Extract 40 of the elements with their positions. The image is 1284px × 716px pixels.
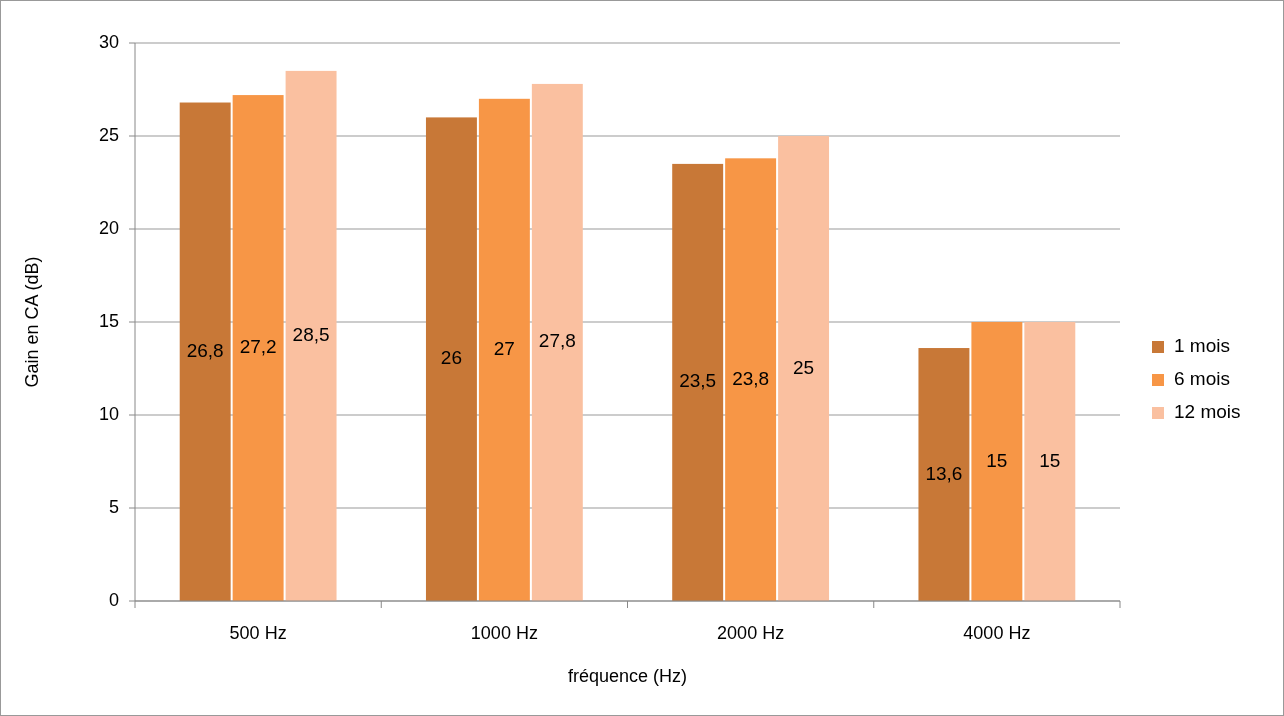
x-axis-title: fréquence (Hz) <box>567 666 688 686</box>
bar <box>725 158 777 601</box>
data-label: 25 <box>793 356 815 378</box>
x-tick-label: 1000 Hz <box>470 623 538 643</box>
y-tick-label: 15 <box>98 310 119 331</box>
bar <box>285 70 337 601</box>
bar <box>478 98 530 601</box>
y-tick-label: 10 <box>98 403 119 424</box>
bar <box>918 348 970 601</box>
data-label: 28,5 <box>292 323 330 345</box>
data-label: 27 <box>493 337 515 359</box>
legend-label: 6 mois <box>1174 368 1230 390</box>
legend-label: 1 mois <box>1174 335 1230 357</box>
bar <box>232 95 284 601</box>
y-tick-label: 25 <box>98 124 119 145</box>
y-tick-label: 0 <box>108 589 119 610</box>
bar <box>672 163 724 601</box>
y-tick-label: 30 <box>98 31 119 52</box>
x-tick-label: 2000 Hz <box>717 623 785 643</box>
data-label: 13,6 <box>925 462 963 484</box>
y-tick-label: 5 <box>108 496 119 517</box>
data-label: 27,2 <box>239 336 277 358</box>
bar <box>531 83 583 601</box>
data-label: 26 <box>440 347 462 369</box>
bar <box>179 102 231 601</box>
bar <box>425 117 477 601</box>
y-tick-label: 20 <box>98 217 119 238</box>
bar <box>1024 322 1076 601</box>
bar <box>778 136 830 601</box>
data-label: 26,8 <box>186 339 224 361</box>
data-label: 23,8 <box>732 367 770 389</box>
data-label: 15 <box>1039 449 1061 471</box>
y-axis-title: Gain en CA (dB) <box>22 256 42 388</box>
data-label: 23,5 <box>679 370 717 392</box>
data-label: 27,8 <box>538 330 576 352</box>
data-label: 15 <box>986 449 1008 471</box>
x-tick-label: 4000 Hz <box>963 623 1031 643</box>
bar <box>971 322 1023 601</box>
legend-label: 12 mois <box>1174 401 1241 423</box>
x-tick-label: 500 Hz <box>229 623 287 643</box>
